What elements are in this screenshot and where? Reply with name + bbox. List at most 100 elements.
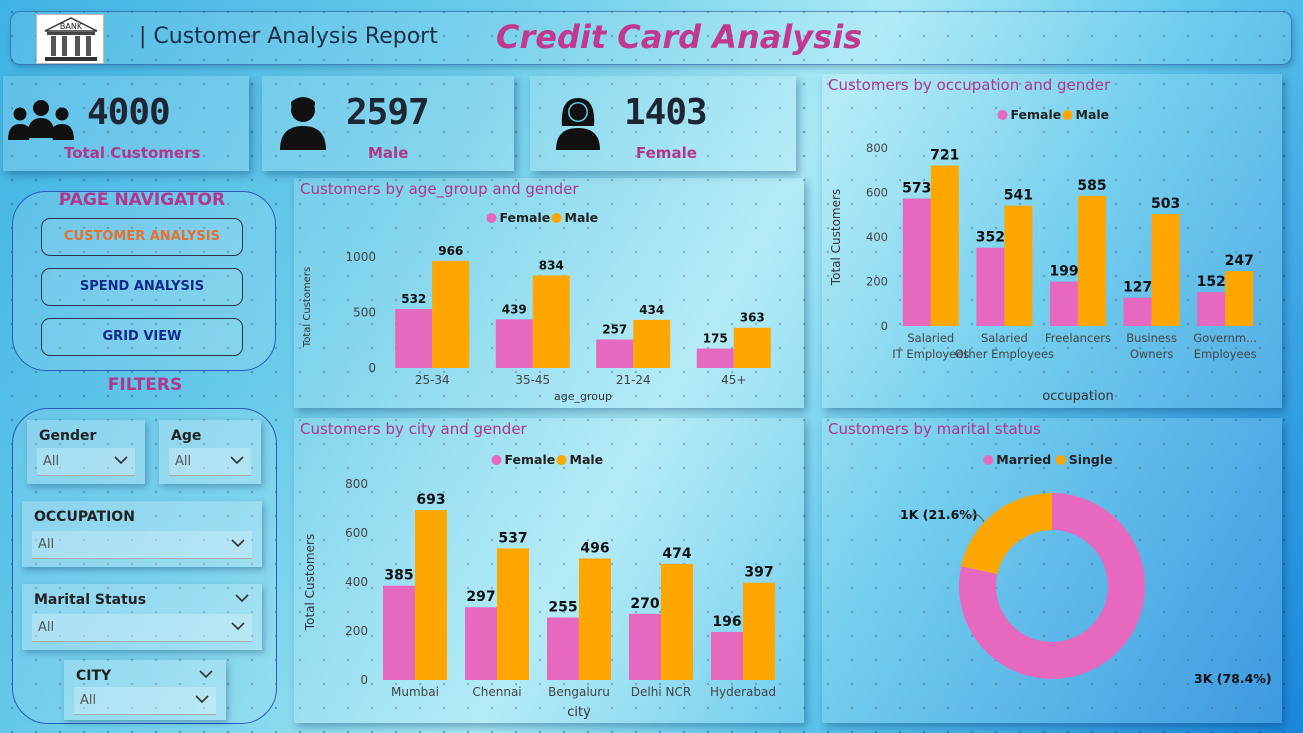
age-xtick-2: 21-24 (616, 373, 651, 387)
occ-legend-marker-1 (1062, 110, 1073, 120)
occ-value-label-male-1: 541 (1004, 188, 1033, 204)
occupation-dropdown[interactable]: All (32, 531, 252, 559)
occ-xtick-4: Governm... Employees (1193, 331, 1257, 361)
occupation-chart: Female Male 0 200 400 600 800 Total Customers oc… (829, 107, 1257, 404)
city-legend-marker-1 (556, 455, 567, 465)
age-chart: Female Male 0 500 1000 Total Customers age_gro… (302, 210, 771, 403)
city-legend-marker-0 (491, 455, 502, 465)
chevron-down-icon (231, 622, 245, 631)
spend-analysis-button[interactable]: SPEND ANALYSIS (41, 268, 243, 306)
city-bar-female-4 (711, 631, 743, 680)
city-chart-title: Customers by city and gender (300, 420, 527, 438)
age-bar-female-2 (596, 339, 634, 368)
occ-ytick-4: 800 (866, 141, 888, 155)
kpi-value-female: 1403 (624, 92, 708, 133)
city-ytick-0: 0 (360, 673, 368, 687)
age-chart-title: Customers by age_group and gender (300, 180, 579, 198)
occ-bar-female-1 (976, 247, 1005, 326)
marital-status-dropdown[interactable]: All (32, 614, 252, 642)
occ-value-label-male-0: 721 (930, 148, 959, 164)
occ-legend-label-1: Male (1076, 107, 1110, 122)
chevron-down-icon[interactable] (234, 590, 250, 606)
occ-legend-label-0: Female (1011, 107, 1062, 122)
city-value-label-female-4: 196 (712, 614, 741, 630)
city-xtick-3: Delhi NCR (631, 685, 691, 699)
city-bar-female-2 (547, 617, 579, 680)
customer-analysis-button[interactable]: CUSTOMER ANALYSIS (41, 218, 243, 256)
city-bar-male-0 (415, 510, 447, 680)
header-bar: BANK | Customer Analysis Report Credit C… (10, 11, 1292, 65)
occ-value-label-male-3: 503 (1151, 196, 1180, 212)
city-slicer-label: CITY (76, 668, 112, 684)
occ-bar-female-0 (902, 198, 931, 326)
marital-slice-single (961, 493, 1052, 575)
filters-title: FILTERS (107, 375, 183, 395)
age-legend-label-1: Male (565, 210, 599, 225)
gender-dropdown[interactable]: All (37, 448, 135, 476)
age-ytick-1: 500 (353, 306, 376, 320)
occ-xlabel: occupation (1042, 389, 1114, 404)
occ-xtick-0: Salaried IT Employees (892, 331, 969, 361)
gender-dropdown-value: All (43, 454, 60, 469)
grid-view-button[interactable]: GRID VIEW (41, 318, 243, 356)
age-xtick-3: 45+ (721, 373, 746, 387)
city-xtick-2: Bengaluru (548, 685, 610, 699)
kpi-label-total: Total Customers (64, 144, 201, 162)
age-bar-male-2 (633, 319, 671, 368)
marital-status-slicer-label: Marital Status (34, 592, 147, 608)
age-xlabel: age_group (554, 390, 612, 403)
age-value-label-male-2: 434 (639, 303, 664, 317)
occ-value-label-female-0: 573 (902, 181, 931, 197)
occ-bar-male-1 (1004, 205, 1033, 326)
occ-bar-female-2 (1050, 281, 1078, 326)
age-ylabel: Total Customers (302, 267, 313, 348)
marital-chart: Married Single 3K (78.4%) 1K (21.6%) (900, 452, 1272, 686)
city-value-label-male-0: 693 (416, 492, 445, 508)
city-ytick-2: 400 (345, 575, 368, 589)
city-legend-label-0: Female (505, 452, 556, 467)
age-value-label-female-1: 439 (502, 302, 527, 316)
marital-slice-label-single: 1K (21.6%) (900, 507, 978, 522)
chevron-down-icon (230, 456, 244, 465)
city-dropdown-value: All (80, 693, 97, 708)
main-title: Credit Card Analysis (496, 18, 863, 56)
page-navigator-title: PAGE NAVIGATOR (58, 190, 226, 210)
chevron-down-icon[interactable] (198, 666, 214, 682)
occ-bar-female-4 (1197, 292, 1226, 326)
occ-ytick-3: 600 (866, 186, 888, 200)
occ-ylabel: Total Customers (829, 189, 843, 286)
occ-value-label-male-4: 247 (1225, 253, 1254, 269)
city-ytick-4: 800 (345, 477, 368, 491)
age-dropdown[interactable]: All (169, 448, 251, 476)
city-ytick-3: 600 (345, 526, 368, 540)
city-legend-label-1: Male (570, 452, 604, 467)
marital-leader-line (971, 513, 985, 523)
age-xtick-1: 35-45 (515, 373, 550, 387)
city-value-label-male-1: 537 (498, 530, 527, 546)
city-value-label-female-1: 297 (466, 589, 495, 605)
age-bar-female-3 (696, 348, 734, 368)
occ-value-label-male-2: 585 (1077, 178, 1106, 194)
occ-bar-male-4 (1225, 271, 1254, 326)
age-slicer-label: Age (171, 428, 202, 444)
occupation-chart-panel: Customers by occupation and gender Femal… (822, 74, 1282, 408)
filters-box (12, 408, 277, 724)
kpi-label-female: Female (636, 144, 697, 162)
city-dropdown[interactable]: All (74, 687, 216, 715)
age-bar-male-0 (432, 260, 470, 368)
marital-legend-label-1: Single (1069, 452, 1113, 467)
kpi-card-total: 4000 Total Customers (3, 76, 249, 171)
age-slicer: Age All (159, 420, 261, 484)
age-bar-female-1 (495, 319, 533, 368)
age-bar-male-1 (532, 275, 570, 368)
city-bar-male-1 (497, 548, 529, 680)
city-bar-male-3 (661, 563, 693, 680)
occ-value-label-female-3: 127 (1123, 280, 1152, 296)
occ-xtick-3: Business Owners (1126, 331, 1177, 361)
city-xtick-0: Mumbai (391, 685, 439, 699)
age-value-label-male-3: 363 (740, 311, 765, 325)
bank-logo: BANK (36, 14, 104, 64)
city-bar-female-0 (383, 585, 415, 680)
occupation-chart-title: Customers by occupation and gender (828, 76, 1111, 94)
occ-xtick-2: Freelancers (1045, 331, 1111, 345)
